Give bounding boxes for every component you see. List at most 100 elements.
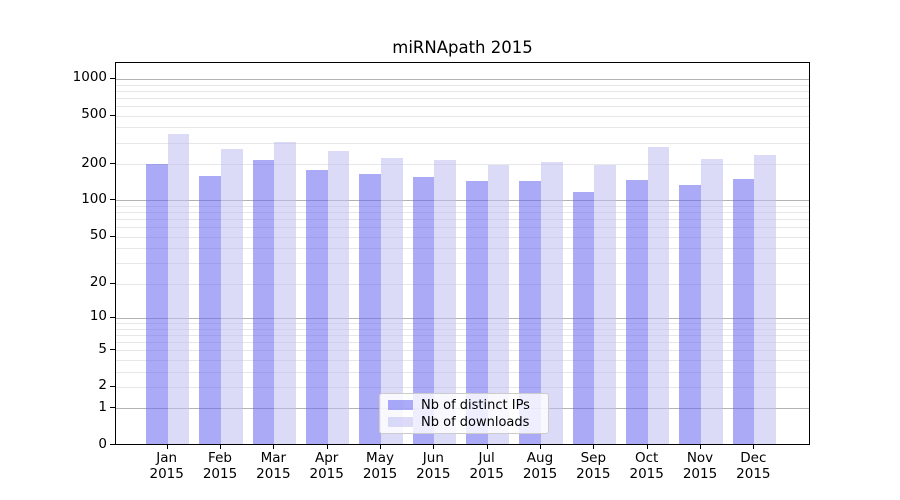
x-tick-label-jun: Jun 2015 [416,450,450,482]
x-tick-mark [593,445,595,449]
y-tick-mark [110,407,115,409]
bar-distinct-ips-sep [572,192,595,444]
gridline-minor [116,248,809,250]
bar-distinct-ips-may [359,174,381,444]
y-tick-mark [110,316,115,318]
gridline-minor [116,227,809,229]
month-label: Aug [526,450,554,466]
bar-distinct-ips-jul [465,181,488,444]
bar-downloads-nov [701,159,723,444]
x-tick-mark [753,445,755,449]
gridline-minor [116,212,809,214]
bar-downloads-sep [594,165,617,444]
month-label: Dec [740,450,767,466]
month-label: Sep [580,450,607,466]
bar-downloads-may [381,157,403,444]
year-label: 2015 [362,466,398,482]
x-tick-label-dec: Dec 2015 [736,450,770,482]
bar-distinct-ips-oct [625,179,648,444]
month-label: Jan [156,450,178,466]
bar-downloads-oct [647,147,670,444]
x-tick-mark [166,445,168,449]
year-label: 2015 [256,466,291,482]
month-label: Feb [208,450,232,466]
x-tick-mark [486,445,488,449]
y-tick-label: 1000 [72,69,107,86]
x-tick-mark [326,445,328,449]
x-tick-mark [540,445,541,449]
y-tick-mark [110,385,115,387]
bar-downloads-aug [541,161,563,444]
gridline-major [116,317,809,319]
x-tick-mark [700,445,701,449]
bar-downloads-jan [167,134,190,444]
gridline-minor [116,84,809,86]
y-tick-label: 50 [89,227,107,244]
gridline-minor [116,219,809,221]
bar-distinct-ips-mar [252,160,275,444]
x-tick-label-mar: Mar 2015 [256,450,290,482]
year-label: 2015 [629,466,664,482]
gridline-minor [116,97,809,99]
gridline-minor [116,263,809,265]
bar-downloads-jul [487,164,510,444]
year-label: 2015 [149,466,184,482]
y-tick-label: 20 [89,274,107,291]
x-tick-label-may: May 2015 [363,450,397,482]
y-tick-mark [110,282,115,284]
bar-downloads-mar [274,141,297,444]
x-tick-label-nov: Nov 2015 [683,450,717,482]
gridline-major [116,200,809,202]
bar-downloads-feb [221,149,243,444]
gridline-minor [116,236,809,238]
year-label: 2015 [576,466,611,482]
year-label: 2015 [522,466,558,482]
year-label: 2015 [682,466,718,482]
x-tick-mark [433,445,435,449]
month-label: Jul [478,450,495,466]
y-tick-mark [110,163,115,164]
y-tick-label: 5 [98,340,107,357]
gridline-minor [116,386,809,388]
bar-downloads-jun [434,159,457,444]
legend-item-distinct-ips: Nb of distinct IPs [388,397,548,413]
bar-distinct-ips-aug [519,181,541,444]
bar-downloads-dec [754,154,777,444]
month-label: Apr [315,450,339,466]
x-tick-label-jan: Jan 2015 [150,450,184,482]
x-tick-mark [220,445,222,449]
legend-swatch-distinct-ips [388,400,413,410]
y-tick-mark [110,114,115,116]
year-label: 2015 [736,466,771,482]
gridline-minor [116,359,809,361]
x-tick-mark [646,445,648,449]
gridline-minor [116,283,809,285]
y-tick-mark [110,235,115,237]
y-tick-mark [110,77,115,79]
year-label: 2015 [202,466,238,482]
x-tick-label-oct: Oct 2015 [629,450,663,482]
year-label: 2015 [416,466,451,482]
gridline-minor [116,341,809,343]
gridline-minor [116,328,809,330]
bar-downloads-apr [327,151,350,444]
gridline-major [116,78,809,80]
gridline-minor [116,334,809,336]
legend-label-downloads: Nb of downloads [421,414,530,430]
y-tick-mark [110,444,115,445]
bar-distinct-ips-jan [146,163,168,444]
legend-label-distinct-ips: Nb of distinct IPs [421,397,530,413]
y-tick-label: 1 [98,398,107,415]
chart-title: miRNApath 2015 [392,38,533,57]
year-label: 2015 [309,466,344,482]
bar-distinct-ips-dec [732,178,755,444]
x-tick-mark [380,445,382,449]
x-tick-label-apr: Apr 2015 [310,450,344,482]
month-label: Nov [686,450,714,466]
plot-area: Nb of distinct IPs Nb of downloads [115,62,810,445]
y-tick-mark [110,349,115,351]
x-tick-label-jul: Jul 2015 [469,450,503,482]
legend-swatch-downloads [388,417,413,427]
month-label: Jun [422,450,444,466]
